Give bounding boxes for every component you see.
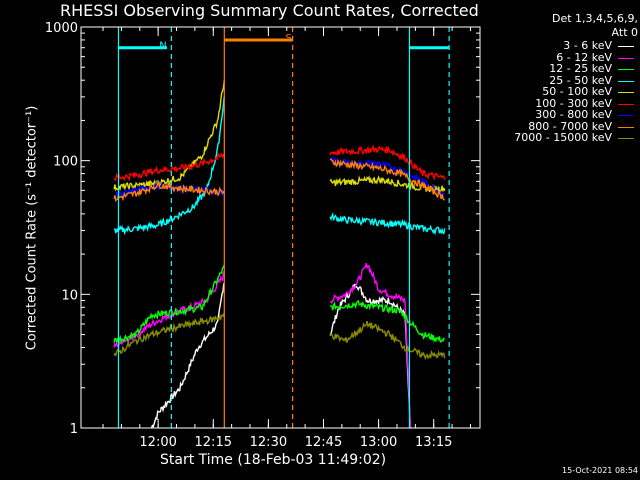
legend-label: 12 - 25 keV xyxy=(549,62,612,75)
x-tick-label: 13:00 xyxy=(360,435,397,450)
series-0-pre-line xyxy=(150,283,225,429)
legend-label: 100 - 300 keV xyxy=(535,96,612,110)
legend-swatch xyxy=(618,57,634,59)
legend-item-7: 800 - 7000 keV xyxy=(484,119,638,133)
axes-frame xyxy=(80,26,481,429)
legend-item-1: 6 - 12 keV xyxy=(484,50,638,64)
legend-label: 6 - 12 keV xyxy=(556,50,612,64)
vline-group xyxy=(117,27,450,428)
legend-item-2: 12 - 25 keV xyxy=(484,63,638,75)
legend-label: 7000 - 15000 keV xyxy=(514,131,612,144)
flag-group: NS xyxy=(118,33,450,52)
x-tick-label: 12:00 xyxy=(139,435,176,450)
x-axis-label: Start Time (18-Feb-03 11:49:02) xyxy=(160,452,387,468)
series-3-post-line xyxy=(329,211,446,236)
y-tick-label: 1000 xyxy=(45,21,78,36)
legend-rows: 3 - 6 keV 6 - 12 keV 12 - 25 keV 25 - 50 ke… xyxy=(484,40,638,144)
legend-swatch xyxy=(618,126,634,128)
legend-swatch xyxy=(618,115,634,116)
legend-label: 300 - 800 keV xyxy=(535,108,612,121)
series-5-pre-line xyxy=(113,152,225,182)
legend-item-5: 100 - 300 keV xyxy=(484,96,638,110)
y-tick-label: 10 xyxy=(61,288,78,303)
legend-title-line-2: Att 0 xyxy=(611,26,638,39)
y-axis-label: Corrected Count Rate (s⁻¹ detector⁻¹) xyxy=(24,105,40,351)
legend-swatch xyxy=(618,69,634,70)
legend-item-8: 7000 - 15000 keV xyxy=(484,132,638,144)
series-2-pre-line xyxy=(113,264,225,345)
flag-label-1: S xyxy=(285,33,291,44)
series-5-post-line xyxy=(329,144,446,181)
series-7-post-line xyxy=(329,158,445,201)
legend-swatch xyxy=(618,80,634,82)
axes-group: 1 10 100 1000 12:00 12:15 12:30 12:45 13:00 13:15 xyxy=(45,21,481,450)
legend-item-3: 25 - 50 keV xyxy=(484,73,638,87)
legend-label: 800 - 7000 keV xyxy=(528,119,612,133)
x-tick-label: 12:30 xyxy=(250,435,287,450)
series-7-pre-line xyxy=(113,179,225,203)
y-tick-label: 100 xyxy=(53,155,78,170)
chart-title: RHESSI Observing Summary Count Rates, Co… xyxy=(60,1,479,20)
x-tick-label: 13:15 xyxy=(415,435,452,450)
series-0-post-line xyxy=(329,283,412,429)
series-6-post-line xyxy=(329,155,445,199)
legend-label: 50 - 100 keV xyxy=(542,85,612,98)
x-tick-label: 12:15 xyxy=(195,435,232,450)
legend-swatch xyxy=(618,103,634,105)
series-2-post-line xyxy=(329,299,446,344)
legend-item-4: 50 - 100 keV xyxy=(484,86,638,98)
flag-label-0: N xyxy=(159,41,166,52)
legend-label: 3 - 6 keV xyxy=(563,39,612,52)
series-8-post-line xyxy=(329,320,446,361)
legend-swatch xyxy=(618,46,634,47)
series-1-post-line xyxy=(329,263,412,429)
legend-label: 25 - 50 keV xyxy=(549,73,612,87)
legend-title-line-1: Det 1,3,4,5,6,9, xyxy=(551,12,638,25)
legend-swatch xyxy=(618,138,634,139)
legend-item-0: 3 - 6 keV xyxy=(484,40,638,52)
series-3-pre-line xyxy=(113,95,225,236)
legend: Det 1,3,4,5,6,9, Att 0 3 - 6 keV 6 - 12 k… xyxy=(484,12,638,144)
timestamp: 15-Oct-2021 08:54 xyxy=(562,466,638,475)
series-8-pre-line xyxy=(113,312,225,357)
series-group xyxy=(113,80,446,429)
legend-item-6: 300 - 800 keV xyxy=(484,109,638,121)
x-tick-label: 12:45 xyxy=(305,435,342,450)
legend-swatch xyxy=(618,92,634,93)
y-tick-label: 1 xyxy=(70,422,78,437)
